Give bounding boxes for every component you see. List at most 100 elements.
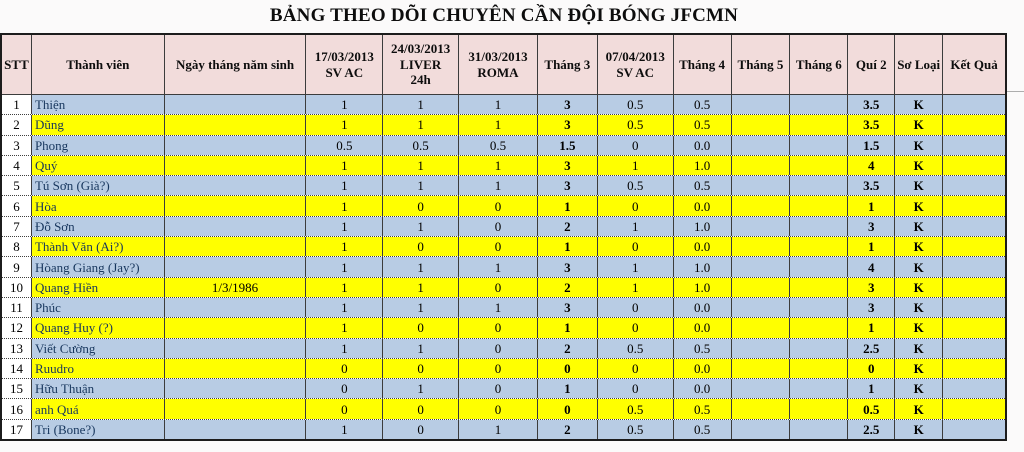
birthdate-cell[interactable] — [164, 419, 307, 440]
stt-cell[interactable]: 17 — [2, 419, 32, 440]
cell-07-04[interactable]: 1 — [597, 155, 674, 176]
cell-qui-2[interactable]: 3 — [848, 277, 896, 297]
member-name-cell[interactable]: Thành Văn (Ai?) — [31, 237, 165, 257]
cell-qui-2[interactable]: 1 — [848, 196, 896, 216]
cell-qui-2[interactable]: 2.5 — [848, 338, 896, 358]
column-header-17-03[interactable]: 17/03/2013 SV AC — [306, 35, 384, 95]
cell-17-03[interactable]: 1 — [306, 155, 384, 176]
cell-07-04[interactable]: 0 — [597, 318, 674, 338]
cell-thang-4[interactable]: 0.5 — [673, 399, 732, 419]
cell-ket-qua[interactable] — [943, 358, 1005, 379]
column-header-stt[interactable]: STT — [2, 35, 32, 95]
cell-ket-qua[interactable] — [943, 216, 1005, 237]
cell-31-03[interactable]: 1 — [459, 176, 538, 196]
member-name-cell[interactable]: Quang Huy (?) — [31, 318, 165, 338]
cell-thang-5[interactable] — [731, 338, 791, 358]
cell-thang-6[interactable] — [790, 237, 849, 257]
member-name-cell[interactable]: Tú Sơn (Già?) — [31, 176, 165, 196]
cell-24-03[interactable]: 0 — [383, 318, 460, 338]
column-header-thang-5[interactable]: Tháng 5 — [731, 35, 791, 95]
cell-07-04[interactable]: 0.5 — [597, 399, 674, 419]
member-name-cell[interactable]: Quang Hiền — [31, 277, 165, 297]
column-header-thang-3[interactable]: Tháng 3 — [537, 35, 598, 95]
cell-thang-6[interactable] — [790, 379, 849, 399]
cell-07-04[interactable]: 0.5 — [597, 95, 674, 115]
cell-thang-4[interactable]: 0.0 — [673, 358, 732, 379]
cell-so-loai[interactable]: K — [895, 135, 944, 155]
cell-ket-qua[interactable] — [943, 135, 1005, 155]
stt-cell[interactable]: 12 — [2, 318, 32, 338]
cell-31-03[interactable]: 0 — [459, 216, 538, 237]
birthdate-cell[interactable] — [164, 196, 307, 216]
member-name-cell[interactable]: Đỗ Sơn — [31, 216, 165, 237]
cell-24-03[interactable]: 0.5 — [383, 135, 460, 155]
cell-thang-3[interactable]: 3 — [537, 95, 598, 115]
cell-24-03[interactable]: 1 — [383, 115, 460, 135]
cell-24-03[interactable]: 1 — [383, 95, 460, 115]
cell-07-04[interactable]: 0 — [597, 379, 674, 399]
cell-thang-4[interactable]: 0.0 — [673, 379, 732, 399]
birthdate-cell[interactable] — [164, 358, 307, 379]
cell-thang-3[interactable]: 3 — [537, 176, 598, 196]
cell-thang-3[interactable]: 1.5 — [537, 135, 598, 155]
cell-thang-6[interactable] — [790, 399, 849, 419]
cell-so-loai[interactable]: K — [895, 338, 944, 358]
cell-17-03[interactable]: 1 — [306, 176, 384, 196]
cell-so-loai[interactable]: K — [895, 196, 944, 216]
cell-so-loai[interactable]: K — [895, 216, 944, 237]
stt-cell[interactable]: 4 — [2, 155, 32, 176]
cell-qui-2[interactable]: 1.5 — [848, 135, 896, 155]
member-name-cell[interactable]: anh Quá — [31, 399, 165, 419]
cell-thang-6[interactable] — [790, 155, 849, 176]
cell-so-loai[interactable]: K — [895, 358, 944, 379]
cell-07-04[interactable]: 1 — [597, 257, 674, 277]
cell-17-03[interactable]: 1 — [306, 237, 384, 257]
birthdate-cell[interactable]: 1/3/1986 — [164, 277, 307, 297]
birthdate-cell[interactable] — [164, 338, 307, 358]
cell-so-loai[interactable]: K — [895, 419, 944, 440]
cell-thang-5[interactable] — [731, 237, 791, 257]
cell-so-loai[interactable]: K — [895, 318, 944, 338]
cell-31-03[interactable]: 1 — [459, 257, 538, 277]
cell-thang-6[interactable] — [790, 95, 849, 115]
cell-thang-4[interactable]: 0.0 — [673, 196, 732, 216]
cell-qui-2[interactable]: 4 — [848, 257, 896, 277]
cell-thang-6[interactable] — [790, 196, 849, 216]
cell-thang-6[interactable] — [790, 257, 849, 277]
cell-17-03[interactable]: 1 — [306, 318, 384, 338]
cell-31-03[interactable]: 1 — [459, 419, 538, 440]
cell-24-03[interactable]: 1 — [383, 277, 460, 297]
cell-thang-5[interactable] — [731, 297, 791, 318]
cell-thang-3[interactable]: 0 — [537, 399, 598, 419]
cell-thang-3[interactable]: 2 — [537, 419, 598, 440]
column-header-member[interactable]: Thành viên — [31, 35, 165, 95]
cell-thang-4[interactable]: 0.5 — [673, 176, 732, 196]
birthdate-cell[interactable] — [164, 115, 307, 135]
cell-31-03[interactable]: 0 — [459, 399, 538, 419]
member-name-cell[interactable]: Hòang Giang (Jay?) — [31, 257, 165, 277]
stt-cell[interactable]: 7 — [2, 216, 32, 237]
cell-qui-2[interactable]: 2.5 — [848, 419, 896, 440]
cell-thang-3[interactable]: 1 — [537, 379, 598, 399]
birthdate-cell[interactable] — [164, 379, 307, 399]
cell-ket-qua[interactable] — [943, 419, 1005, 440]
cell-31-03[interactable]: 0 — [459, 338, 538, 358]
cell-17-03[interactable]: 0 — [306, 379, 384, 399]
cell-thang-6[interactable] — [790, 277, 849, 297]
cell-07-04[interactable]: 0.5 — [597, 419, 674, 440]
cell-qui-2[interactable]: 4 — [848, 155, 896, 176]
cell-31-03[interactable]: 0.5 — [459, 135, 538, 155]
cell-so-loai[interactable]: K — [895, 95, 944, 115]
column-header-thang-4[interactable]: Tháng 4 — [673, 35, 732, 95]
stt-cell[interactable]: 11 — [2, 297, 32, 318]
cell-24-03[interactable]: 1 — [383, 176, 460, 196]
cell-ket-qua[interactable] — [943, 399, 1005, 419]
member-name-cell[interactable]: Ruudro — [31, 358, 165, 379]
cell-24-03[interactable]: 0 — [383, 358, 460, 379]
column-header-qui-2[interactable]: Quí 2 — [848, 35, 896, 95]
cell-so-loai[interactable]: K — [895, 115, 944, 135]
cell-31-03[interactable]: 1 — [459, 95, 538, 115]
member-name-cell[interactable]: Quý — [31, 155, 165, 176]
member-name-cell[interactable]: Tri (Bone?) — [31, 419, 165, 440]
cell-17-03[interactable]: 0 — [306, 399, 384, 419]
